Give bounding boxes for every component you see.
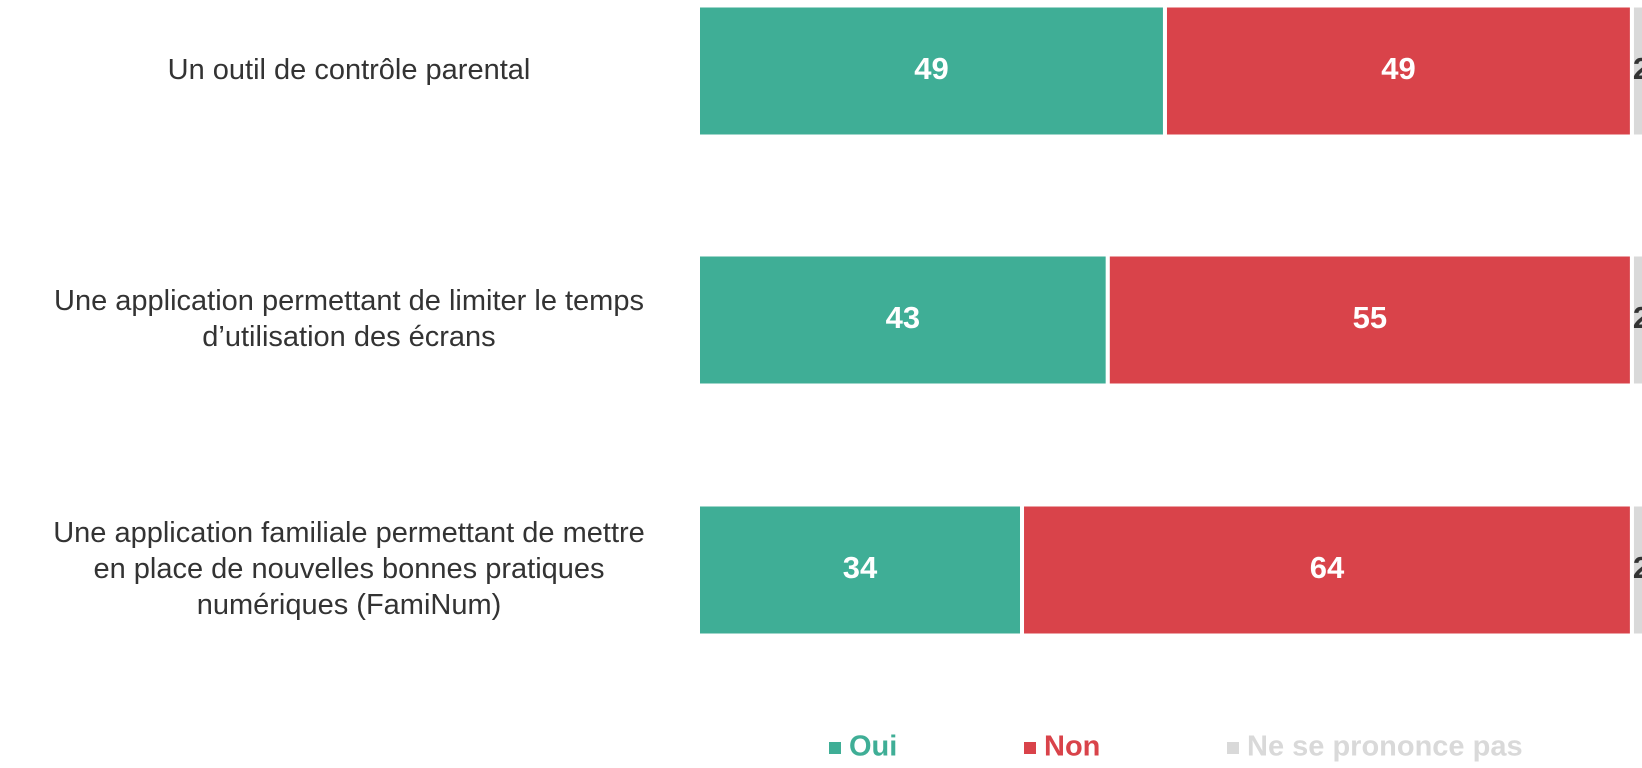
bar-segment [1629,3,1642,139]
category-line: Une application familiale permettant de … [53,517,645,549]
bar-segment [1162,3,1634,139]
bar-segment [696,3,1167,139]
category-line: numériques (FamiNum) [197,589,502,621]
value-label: 49 [914,51,948,86]
value-label: 34 [843,550,878,585]
legend-label: Oui [849,731,897,763]
legend-swatch [829,742,841,754]
value-label: 49 [1381,51,1415,86]
category-line: d’utilisation des écrans [202,321,495,353]
legend-swatch [1227,742,1239,754]
value-label: 2 [1633,550,1642,585]
bar-segment [1629,502,1642,638]
legend-swatch [1024,742,1036,754]
bar-segment [1629,252,1642,388]
bar-segment [696,502,1025,638]
legend-label: Non [1044,731,1100,763]
category-line: en place de nouvelles bonnes pratiques [93,553,604,585]
value-label: 64 [1310,550,1345,585]
value-label: 2 [1633,300,1642,335]
category-line: Un outil de contrôle parental [168,54,531,86]
category-label: Un outil de contrôle parental [168,54,531,86]
value-label: 43 [886,300,920,335]
value-label: 2 [1633,51,1642,86]
value-label: 55 [1353,300,1387,335]
legend-label: Ne se prononce pas [1247,731,1523,763]
bar-segment [1020,502,1634,638]
category-label: Une application familiale permettant de … [53,517,645,621]
category-label: Une application permettant de limiter le… [54,285,644,353]
bar-segment [1105,252,1634,388]
category-line: Une application permettant de limiter le… [54,285,644,317]
